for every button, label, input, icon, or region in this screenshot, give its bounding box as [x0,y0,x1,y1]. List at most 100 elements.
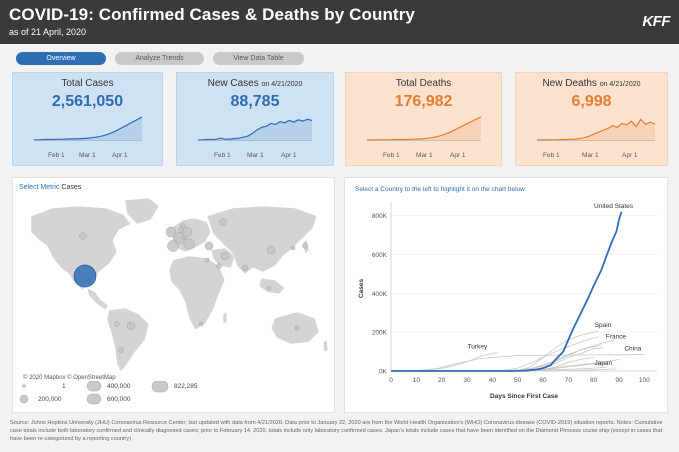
tick-label: Apr 1 [450,152,466,159]
new-cases-axis: Feb 1 Mar 1 Apr 1 [177,152,333,162]
x-tick-label: 80 [590,377,598,384]
new-cases-label: New Cases on 4/21/2020 [207,78,303,89]
map-asia [206,205,318,275]
total-cases-axis: Feb 1 Mar 1 Apr 1 [13,152,162,162]
map-bubble-united-states [73,264,97,288]
cases-line-chart[interactable]: 0K 200K 400K 600K 800K 0 10 20 30 40 50 60 70 80 90 100… [345,178,669,414]
total-deaths-label: Total Deaths [395,78,452,89]
new-cases-sparkline [197,118,313,141]
x-tick-label: 90 [615,377,623,384]
total-cases-value: 2,561,050 [51,93,124,110]
series-line[interactable] [391,330,599,372]
source-notes: Source: Johns Hopkins University (JHU) C… [10,420,663,442]
series-label: Japan [594,360,612,367]
series-label: France [606,333,627,340]
legend-circle-822285 [151,381,169,393]
tab-overview[interactable]: Overview [16,52,106,65]
kff-logo[interactable]: KFF [642,13,670,30]
map-bubble-japan [302,243,308,249]
series-line[interactable] [391,352,498,372]
tick-label: Feb 1 [214,152,231,159]
map-bubble-switzerland [181,235,187,241]
map-bubble-saudi [216,263,222,269]
sparkline-area [367,117,481,141]
new-deaths-sparkline [537,118,656,141]
tick-label: Feb 1 [543,152,560,159]
tick-label: Mar 1 [247,152,264,159]
page-subtitle: as of 21 April, 2020 [9,27,87,37]
y-tick-label: 600K [372,252,388,259]
map-bubble-peru [114,321,120,327]
total-cases-card[interactable]: Total Cases 2,561,050 Feb 1 Mar 1 Apr 1 [12,72,163,166]
total-cases-sparkline [34,116,143,141]
series-label: China [624,346,641,353]
world-map[interactable] [13,194,336,374]
map-south-america [106,307,150,373]
map-bubble-canada [79,232,87,240]
map-madagascar [222,311,228,325]
map-bubble-uk [165,226,177,238]
tick-label: Mar 1 [582,152,599,159]
series-line[interactable] [391,344,602,372]
legend-label-600000: 600,000 [107,396,131,403]
legend-circle-400000 [86,381,102,392]
x-tick-label: 30 [463,377,471,384]
series-line[interactable] [391,347,604,372]
total-deaths-axis: Feb 1 Mar 1 Apr 1 [346,152,501,162]
y-tick-label: 800K [372,213,388,220]
legend-circle-1 [22,384,26,388]
size-legend [19,381,169,405]
tick-label: Apr 1 [281,152,297,159]
map-bubble-singapore [266,285,272,291]
select-metric[interactable]: Select Metric Cases [19,184,81,191]
map-bubble-egypt [204,257,210,263]
map-bubble-spain [167,240,179,252]
y-tick-label: 0K [379,369,388,376]
select-metric-value[interactable]: Cases [61,184,82,191]
y-tick-label: 200K [372,330,388,337]
new-deaths-axis: Feb 1 Mar 1 Apr 1 [516,152,667,162]
series-line[interactable] [391,339,614,372]
map-southeast-asia [258,277,286,295]
new-deaths-card[interactable]: New Deaths on 4/21/2020 6,998 Feb 1 Mar … [515,72,668,166]
series-label: Turkey [468,344,488,351]
x-tick-label: 70 [565,377,573,384]
map-greenland [124,197,160,225]
header-bar: COVID-19: Confirmed Cases & Deaths by Co… [0,0,679,44]
legend-label-200000: 200,000 [38,396,62,403]
map-bubble-china [266,245,276,255]
map-attribution[interactable]: © 2020 Mapbox © OpenStreetMap [23,375,116,381]
tick-label: Feb 1 [48,152,65,159]
map-bubble-brazil [126,321,136,331]
chart-instruction: Select a Country to the left to highligh… [355,186,525,193]
tab-view-data-table[interactable]: View Data Table [213,52,304,65]
total-deaths-card[interactable]: Total Deaths 176,982 Feb 1 Mar 1 Apr 1 [345,72,502,166]
sparkline-line [367,116,482,141]
map-bubble-netherlands [180,223,186,229]
page-title: COVID-19: Confirmed Cases & Deaths by Co… [9,5,415,24]
select-metric-label: Select Metric [19,184,60,191]
legend-label-1: 1 [62,383,66,390]
sparkline-area [537,119,655,141]
x-tick-label: 20 [438,377,446,384]
series-line-highlight[interactable] [391,211,623,372]
x-tick-label: 40 [489,377,497,384]
new-cases-card[interactable]: New Cases on 4/21/2020 88,785 Feb 1 Mar … [176,72,334,166]
series-label: Spain [595,322,612,329]
sparkline-area [34,117,142,141]
tick-label: Apr 1 [622,152,638,159]
sparkline-line [34,116,143,141]
legend-circle-200000 [19,394,29,404]
new-deaths-label: New Deaths on 4/21/2020 [542,78,641,89]
y-tick-label: 400K [372,291,388,298]
map-new-zealand [322,339,329,353]
tab-analyze-trends[interactable]: Analyze Trends [115,52,204,65]
map-bubble-italy [183,238,195,250]
map-bubble-iran [220,251,230,261]
sparkline-line [537,118,656,141]
map-bubble-russia [219,218,227,226]
total-deaths-value: 176,982 [394,93,453,110]
map-central-america [86,287,110,311]
map-bubble-india [241,264,249,272]
map-bubble-south-africa [198,321,204,327]
